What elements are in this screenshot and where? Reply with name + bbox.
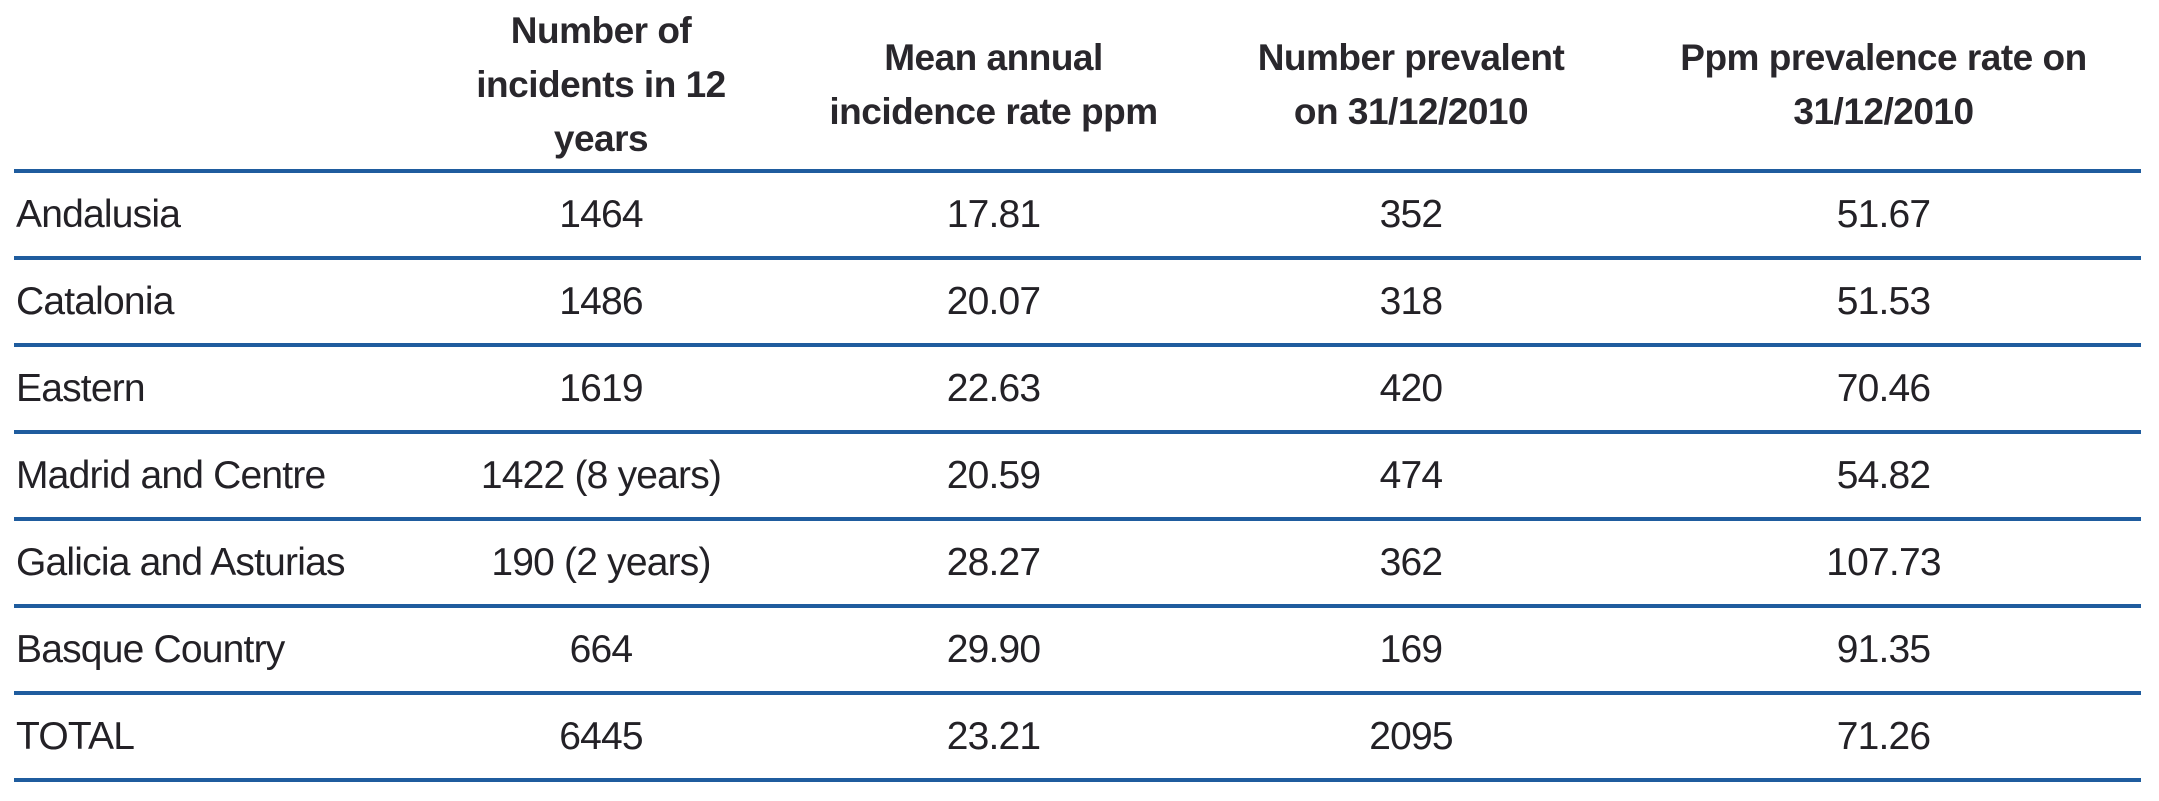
row-label: Basque Country — [14, 606, 411, 695]
table-row-eastern: Eastern 1619 22.63 420 70.46 — [14, 345, 2141, 434]
cell-prevalent: 169 — [1196, 606, 1626, 695]
table-row-basque-country: Basque Country 664 29.90 169 91.35 — [14, 606, 2141, 695]
cell-prevalent: 352 — [1196, 171, 1626, 260]
header-line: years — [553, 117, 649, 159]
header-cell-incidence-rate: Mean annual incidence rate ppm — [791, 0, 1196, 173]
header-line: incidence rate ppm — [829, 90, 1158, 132]
cell-prevalence-rate: 107.73 — [1626, 519, 2141, 608]
header-cell-prevalence-rate: Ppm prevalence rate on 31/12/2010 — [1626, 0, 2141, 173]
cell-incidents: 664 — [411, 606, 791, 695]
row-label: Eastern — [14, 345, 411, 434]
header-line: on 31/12/2010 — [1293, 90, 1529, 132]
header-line: Number of — [510, 9, 692, 51]
cell-incidents: 190 (2 years) — [411, 519, 791, 608]
cell-incidence-rate: 17.81 — [791, 171, 1196, 260]
header-cell-region-empty — [14, 0, 411, 173]
header-line: 31/12/2010 — [1793, 90, 1974, 132]
cell-incidence-rate: 20.59 — [791, 432, 1196, 521]
cell-prevalence-rate: 51.53 — [1626, 258, 2141, 347]
cell-prevalence-rate: 54.82 — [1626, 432, 2141, 521]
row-label: Andalusia — [14, 171, 411, 260]
regional-statistics-table-container: Number of incidents in 12 years Mean ann… — [14, 0, 2141, 782]
row-label-total: TOTAL — [14, 693, 411, 782]
table-row-total: TOTAL 6445 23.21 2095 71.26 — [14, 693, 2141, 782]
cell-incidence-rate: 20.07 — [791, 258, 1196, 347]
cell-prevalence-rate: 71.26 — [1626, 693, 2141, 782]
cell-incidents: 1619 — [411, 345, 791, 434]
cell-prevalent: 474 — [1196, 432, 1626, 521]
header-cell-incidents: Number of incidents in 12 years — [411, 0, 791, 173]
row-label: Galicia and Asturias — [14, 519, 411, 608]
header-line: Mean annual — [884, 36, 1103, 78]
regional-statistics-table: Number of incidents in 12 years Mean ann… — [14, 0, 2141, 782]
cell-prevalent: 318 — [1196, 258, 1626, 347]
table-row-madrid-centre: Madrid and Centre 1422 (8 years) 20.59 4… — [14, 432, 2141, 521]
table-row-galicia-asturias: Galicia and Asturias 190 (2 years) 28.27… — [14, 519, 2141, 608]
header-line: incidents in 12 — [476, 63, 726, 105]
cell-incidence-rate: 23.21 — [791, 693, 1196, 782]
cell-prevalent: 420 — [1196, 345, 1626, 434]
header-line: Number prevalent — [1257, 36, 1565, 78]
cell-incidence-rate: 29.90 — [791, 606, 1196, 695]
cell-incidence-rate: 28.27 — [791, 519, 1196, 608]
row-label: Catalonia — [14, 258, 411, 347]
cell-prevalent: 362 — [1196, 519, 1626, 608]
cell-incidents: 6445 — [411, 693, 791, 782]
header-row: Number of incidents in 12 years Mean ann… — [14, 0, 2141, 173]
header-cell-prevalent: Number prevalent on 31/12/2010 — [1196, 0, 1626, 173]
cell-prevalence-rate: 51.67 — [1626, 171, 2141, 260]
header-line: Ppm prevalence rate on — [1680, 36, 2087, 78]
cell-incidents: 1464 — [411, 171, 791, 260]
cell-incidents: 1422 (8 years) — [411, 432, 791, 521]
table-row-andalusia: Andalusia 1464 17.81 352 51.67 — [14, 171, 2141, 260]
cell-prevalence-rate: 70.46 — [1626, 345, 2141, 434]
row-label: Madrid and Centre — [14, 432, 411, 521]
table-row-catalonia: Catalonia 1486 20.07 318 51.53 — [14, 258, 2141, 347]
cell-prevalence-rate: 91.35 — [1626, 606, 2141, 695]
cell-incidents: 1486 — [411, 258, 791, 347]
cell-incidence-rate: 22.63 — [791, 345, 1196, 434]
cell-prevalent: 2095 — [1196, 693, 1626, 782]
